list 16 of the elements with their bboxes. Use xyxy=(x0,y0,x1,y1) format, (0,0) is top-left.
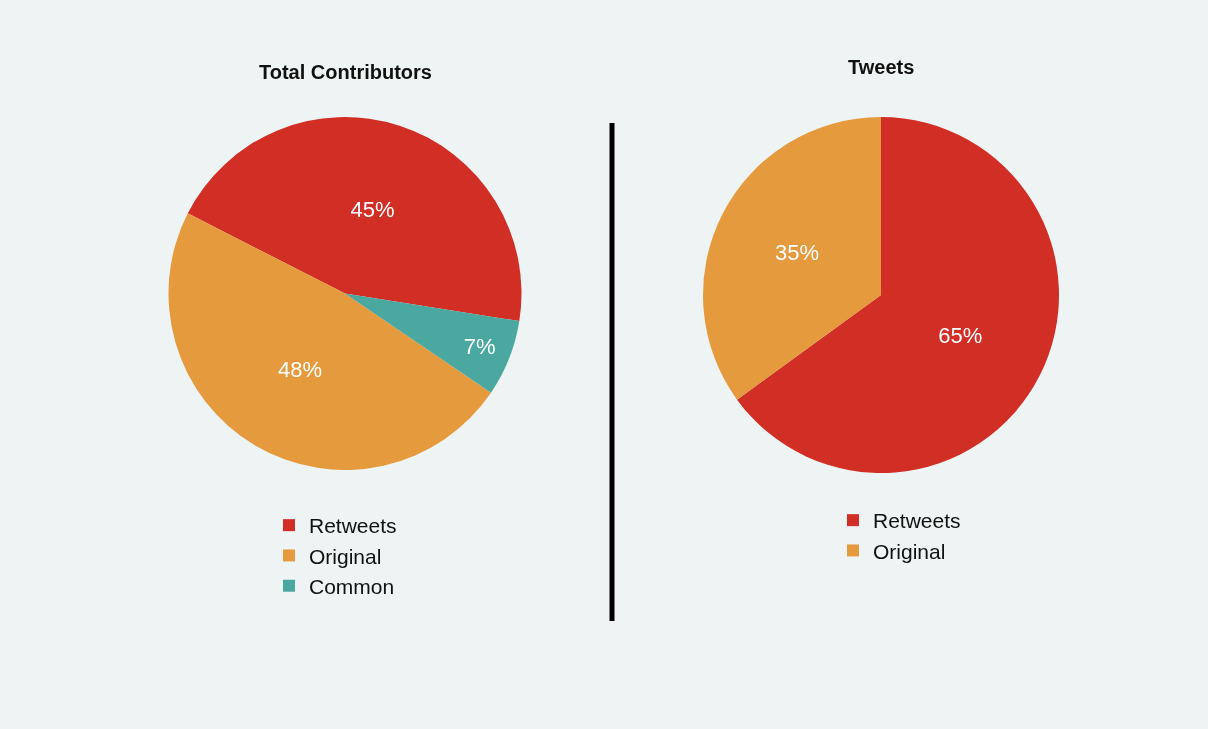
legend-label: Original xyxy=(309,544,382,568)
data-label: 65% xyxy=(938,322,983,348)
pie-slice xyxy=(187,117,522,322)
pie-slice xyxy=(736,117,1059,473)
pie-slice xyxy=(345,293,520,393)
pie-slice xyxy=(703,117,881,400)
legend-label: Retweets xyxy=(873,509,961,533)
data-label: 48% xyxy=(278,357,323,383)
chart-title: Tweets xyxy=(848,56,915,78)
legend-label: Retweets xyxy=(309,514,397,538)
data-label: 7% xyxy=(463,334,496,360)
legend-label: Original xyxy=(873,539,946,563)
data-label: 45% xyxy=(350,196,395,222)
chart-title: Total Contributors xyxy=(259,61,432,83)
legend-label: Common xyxy=(309,574,395,598)
data-label: 35% xyxy=(775,239,820,265)
